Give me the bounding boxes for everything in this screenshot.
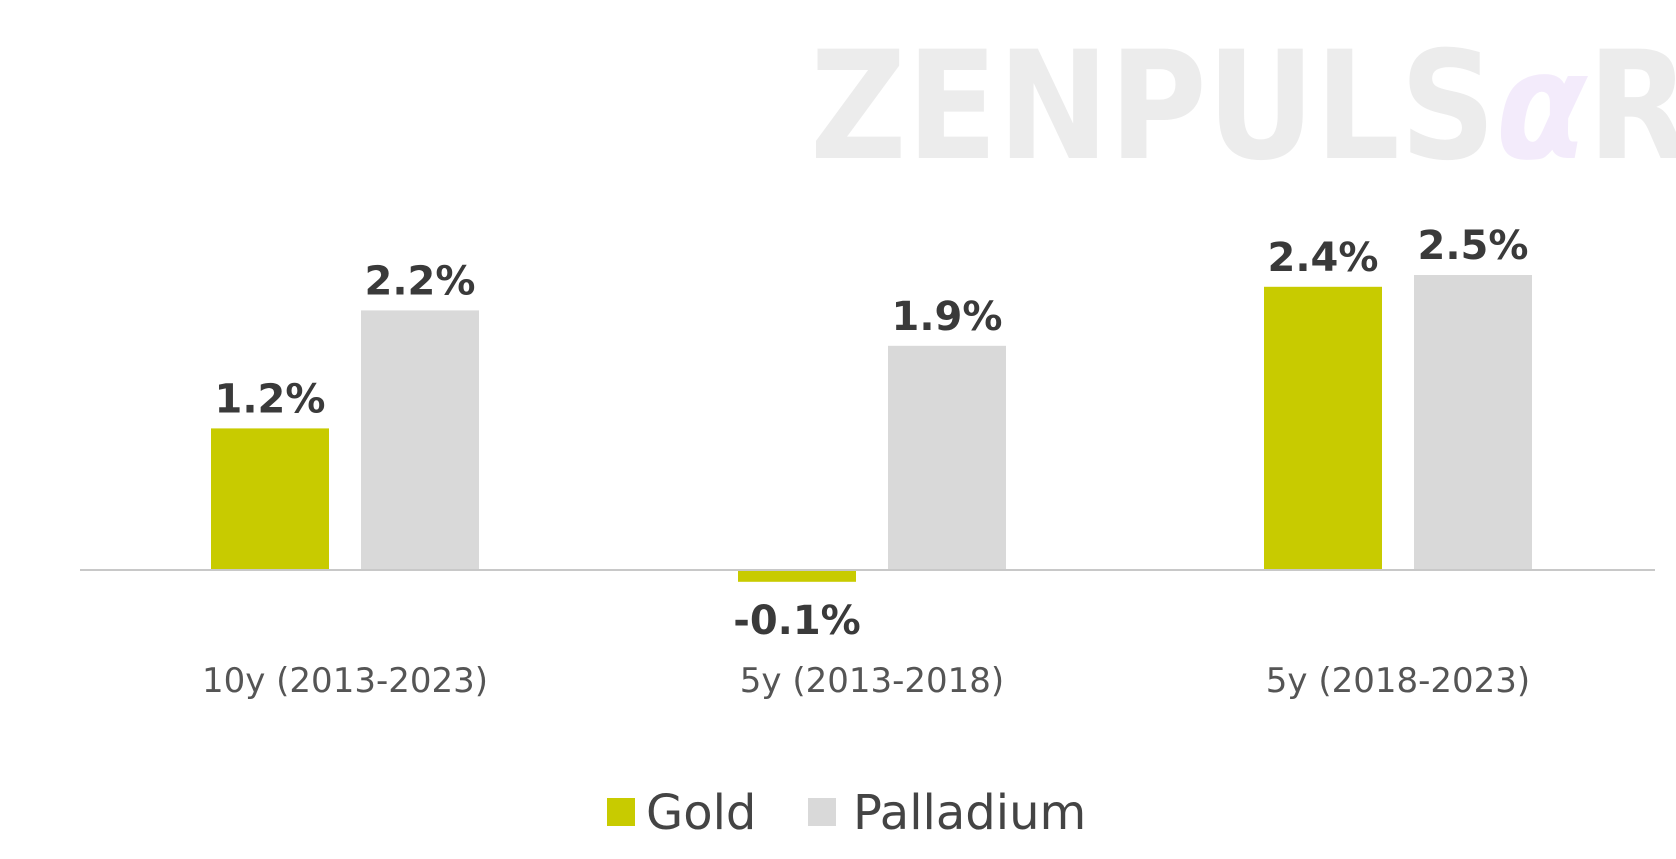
data-label-gold-0: 1.2% — [215, 376, 326, 422]
category-label-0: 10y (2013-2023) — [202, 661, 488, 701]
data-label-palladium-1: 1.9% — [892, 294, 1003, 340]
bar-gold-1 — [738, 570, 856, 582]
bar-gold-2 — [1264, 286, 1382, 570]
bars-group — [211, 275, 1532, 582]
legend-label-palladium: Palladium — [853, 785, 1086, 841]
bar-gold-0 — [211, 428, 329, 570]
bar-palladium-1 — [888, 345, 1006, 570]
data-label-gold-2: 2.4% — [1268, 235, 1379, 281]
data-label-palladium-2: 2.5% — [1418, 223, 1529, 269]
watermark-prefix: ZENPULS — [810, 20, 1496, 194]
watermark-logo: ZENPULSαR — [810, 20, 1676, 194]
watermark-text: ZENPULSαR — [810, 20, 1676, 194]
legend: Gold Palladium — [607, 785, 1086, 841]
data-label-gold-1: -0.1% — [733, 598, 861, 644]
watermark-suffix: R — [1587, 20, 1676, 194]
legend-swatch-gold — [607, 798, 635, 826]
watermark-accent-letter: α — [1496, 20, 1588, 194]
legend-label-gold: Gold — [646, 785, 756, 841]
category-label-2: 5y (2018-2023) — [1266, 661, 1530, 701]
bar-palladium-0 — [361, 310, 479, 570]
data-label-palladium-0: 2.2% — [365, 258, 476, 304]
legend-swatch-palladium — [808, 798, 836, 826]
category-label-1: 5y (2013-2018) — [740, 661, 1004, 701]
category-labels-group: 10y (2013-2023) 5y (2013-2018) 5y (2018-20… — [202, 661, 1530, 701]
bar-palladium-2 — [1414, 275, 1532, 570]
data-labels-group: 1.2% 2.2% -0.1% 1.9% 2.4% 2.5% — [215, 223, 1529, 644]
